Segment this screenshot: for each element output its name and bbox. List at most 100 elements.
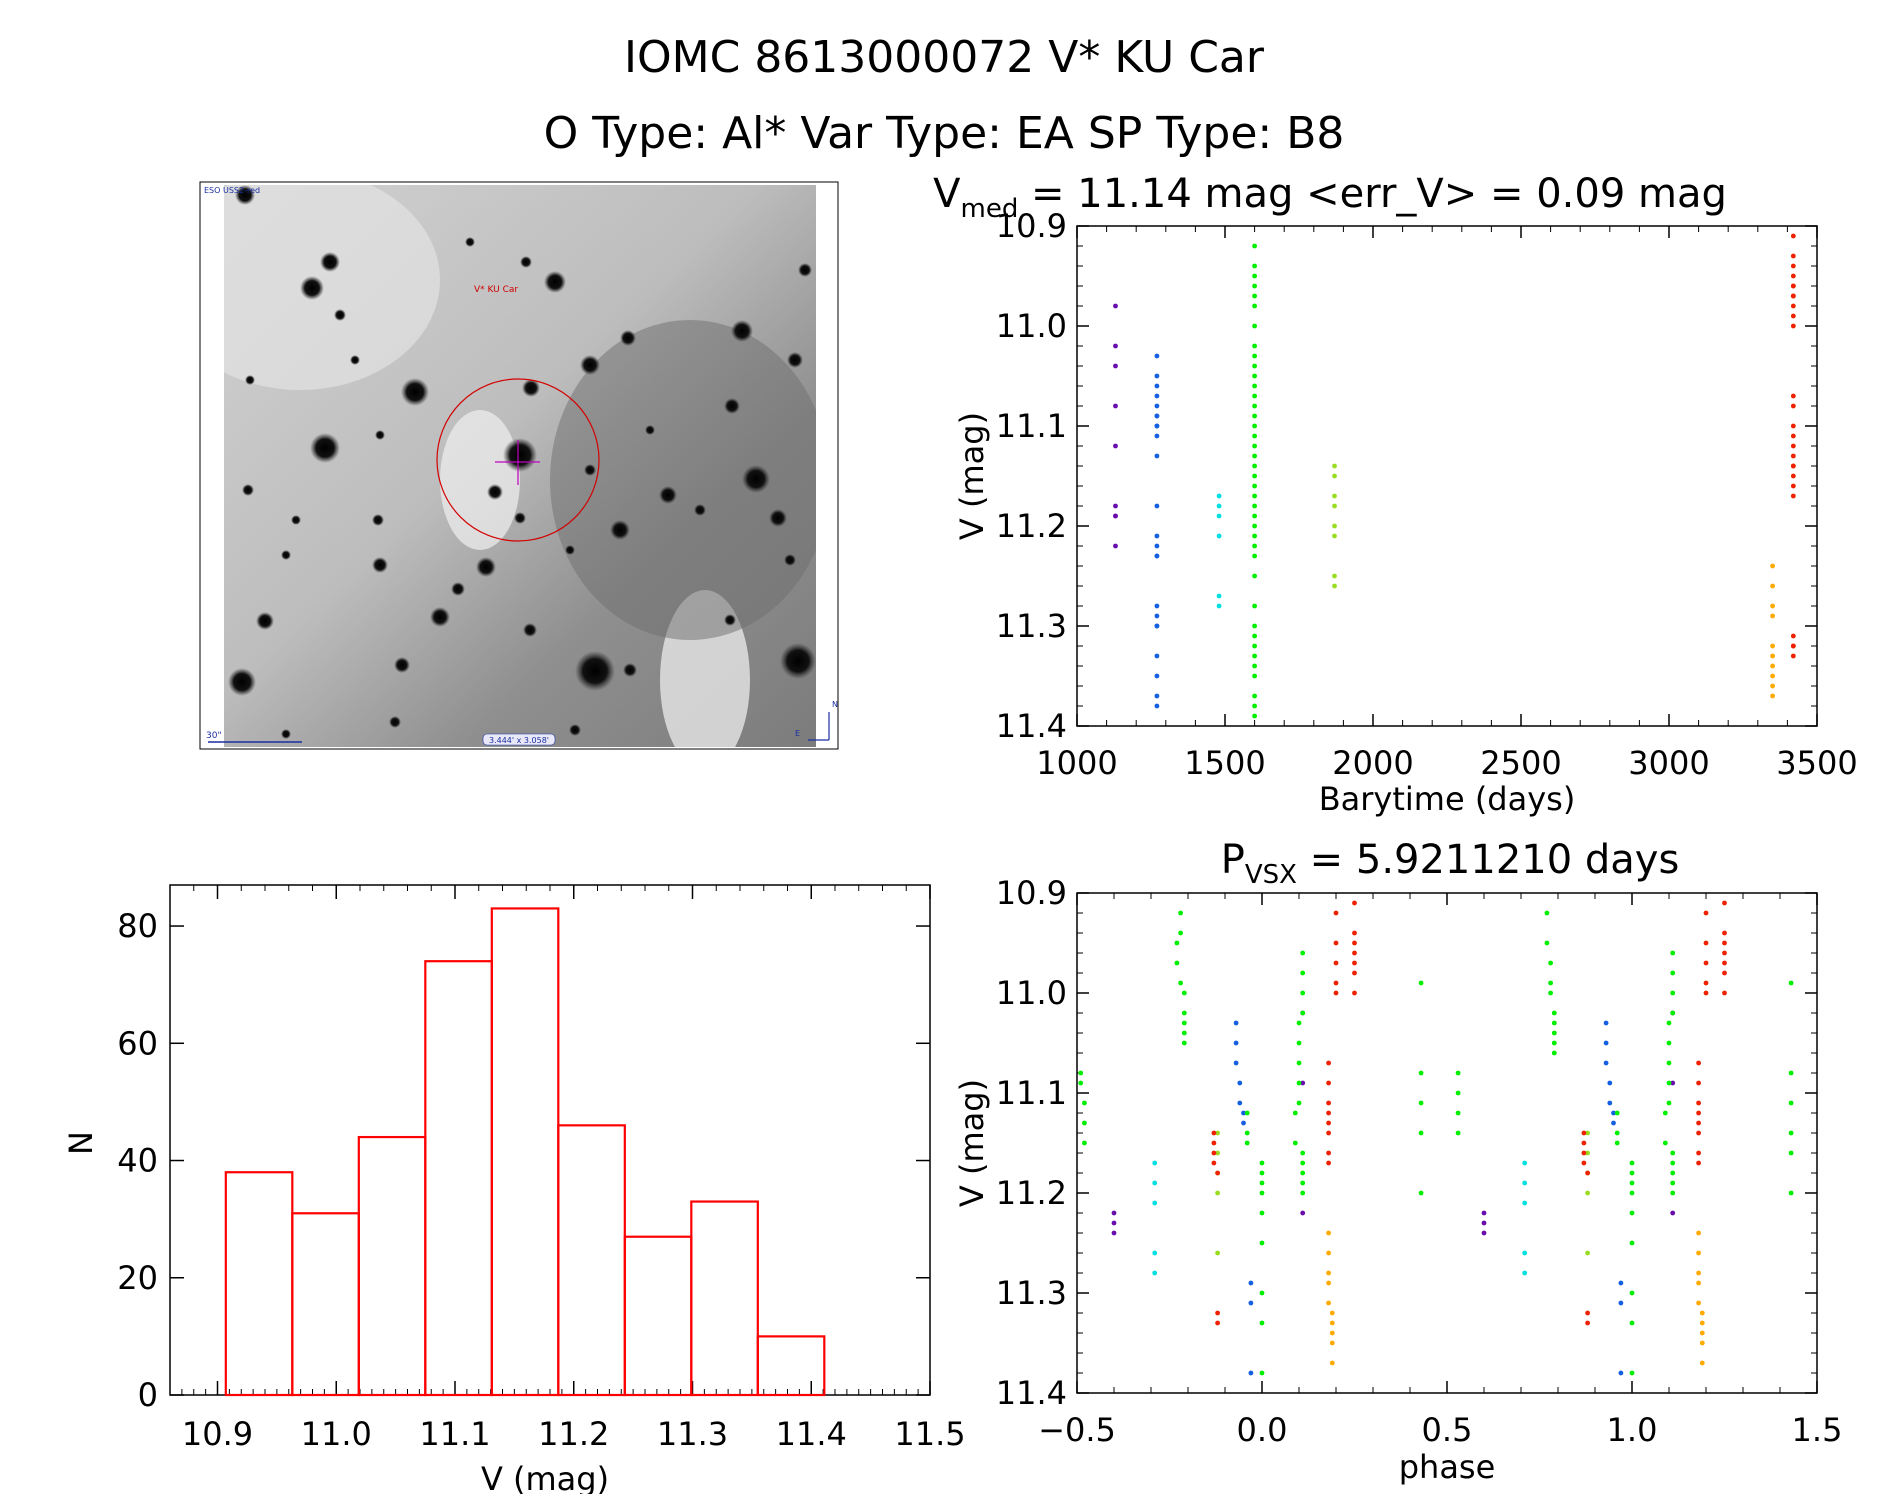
data-point-s2 [1618, 1370, 1624, 1376]
star [430, 607, 450, 627]
figure-subtitle: O Type: Al* Var Type: EA SP Type: B8 [544, 108, 1345, 159]
star [228, 668, 256, 696]
data-point-s4 [1178, 980, 1183, 986]
data-point-s4 [1670, 970, 1676, 976]
star [281, 729, 291, 739]
data-point-s7 [1790, 393, 1796, 399]
star [659, 486, 677, 504]
data-point-s6 [1699, 1310, 1705, 1316]
lightcurve-title: Vmed = 11.14 mag <err_V> = 0.09 mag [933, 171, 1727, 224]
data-point-s4 [1614, 1140, 1620, 1146]
star [580, 355, 600, 375]
data-point-s2 [1154, 433, 1160, 439]
data-point-s7 [1215, 1170, 1220, 1176]
data-point-s4 [1259, 1160, 1265, 1166]
data-point-s2 [1248, 1280, 1254, 1286]
data-point-s4 [1455, 1110, 1461, 1116]
data-point-s4 [1629, 1210, 1635, 1216]
star [451, 582, 465, 596]
data-point-s4 [1300, 1180, 1306, 1186]
star [320, 252, 340, 272]
lightcurve-title-main: V [933, 171, 961, 217]
star [769, 509, 787, 527]
data-point-s6 [1770, 693, 1775, 699]
data-point-s2 [1611, 1110, 1616, 1116]
data-point-s4 [1252, 463, 1257, 469]
star [620, 330, 636, 346]
x-tick-label: 3000 [1628, 744, 1709, 782]
data-point-s7 [1581, 1140, 1587, 1146]
data-point-s4 [1418, 980, 1424, 986]
data-point-s3 [1216, 603, 1222, 609]
data-point-s4 [1548, 990, 1553, 996]
data-point-s4 [1252, 493, 1257, 499]
lightcurve-points [1113, 233, 1796, 719]
data-point-s7 [1703, 940, 1709, 946]
data-point-s4 [1670, 1010, 1676, 1016]
data-point-s6 [1699, 1320, 1705, 1326]
data-point-s7 [1696, 1150, 1701, 1156]
data-point-s6 [1770, 653, 1775, 659]
target-circle [436, 378, 600, 542]
data-point-s2 [1237, 1080, 1243, 1086]
histogram-xlabel: V (mag) [481, 1460, 609, 1494]
data-point-s4 [1629, 1290, 1635, 1296]
phased-xlabel: phase [1399, 1448, 1496, 1486]
star [334, 309, 346, 321]
data-point-s7 [1790, 453, 1796, 459]
data-point-s4 [1551, 1050, 1557, 1056]
data-point-s3 [1152, 1160, 1158, 1166]
star [235, 185, 255, 205]
data-point-s7 [1581, 1150, 1587, 1156]
data-point-s1 [1113, 403, 1118, 409]
data-point-s6 [1329, 1330, 1335, 1336]
star [780, 643, 816, 679]
data-point-s5 [1215, 1150, 1220, 1156]
data-point-s7 [1352, 990, 1357, 996]
data-point-s4 [1252, 673, 1257, 679]
data-point-s7 [1790, 483, 1796, 489]
data-point-s2 [1154, 383, 1160, 389]
histogram-bar [424, 960, 493, 1397]
x-tick-label: 11.3 [657, 1415, 728, 1453]
histogram-bars [224, 907, 826, 1397]
data-point-s5 [1215, 1130, 1220, 1136]
data-point-s2 [1154, 453, 1160, 459]
data-point-s2 [1248, 1370, 1254, 1376]
data-point-s4 [1252, 283, 1257, 289]
data-point-s7 [1585, 1170, 1590, 1176]
data-point-s7 [1326, 1100, 1331, 1106]
data-point-s4 [1244, 1110, 1250, 1116]
data-point-s4 [1300, 1150, 1306, 1156]
finder-chart: ESO USS2-red V* KU Car 30" 3.444' x 3.05… [199, 181, 839, 750]
data-point-s4 [1178, 910, 1183, 916]
data-point-s1 [1113, 303, 1118, 309]
data-point-s4 [1252, 343, 1257, 349]
data-point-s3 [1522, 1270, 1528, 1276]
data-point-s7 [1703, 910, 1709, 916]
star [724, 398, 740, 414]
histogram-bar [357, 1135, 427, 1397]
data-point-s5 [1215, 1190, 1220, 1196]
nebulosity-dark [550, 320, 816, 640]
data-point-s2 [1611, 1120, 1616, 1126]
compass-north-label: N [832, 700, 838, 709]
data-point-s6 [1770, 663, 1775, 669]
data-point-s2 [1233, 1060, 1239, 1066]
data-point-s7 [1790, 443, 1796, 449]
x-tick-label: 1000 [1036, 744, 1117, 782]
data-point-s6 [1770, 583, 1775, 589]
data-point-s2 [1154, 403, 1160, 409]
star [544, 271, 566, 293]
data-point-s7 [1790, 403, 1796, 409]
data-point-s5 [1585, 1250, 1590, 1256]
data-point-s7 [1790, 233, 1796, 239]
data-point-s4 [1666, 1100, 1672, 1106]
data-point-s3 [1216, 513, 1222, 519]
y-tick-label: 11.1 [996, 407, 1067, 445]
star [487, 484, 503, 500]
data-point-s7 [1211, 1140, 1217, 1146]
data-point-s6 [1699, 1340, 1705, 1346]
x-tick-label: 1500 [1184, 744, 1265, 782]
x-tick-label: 3500 [1776, 744, 1857, 782]
